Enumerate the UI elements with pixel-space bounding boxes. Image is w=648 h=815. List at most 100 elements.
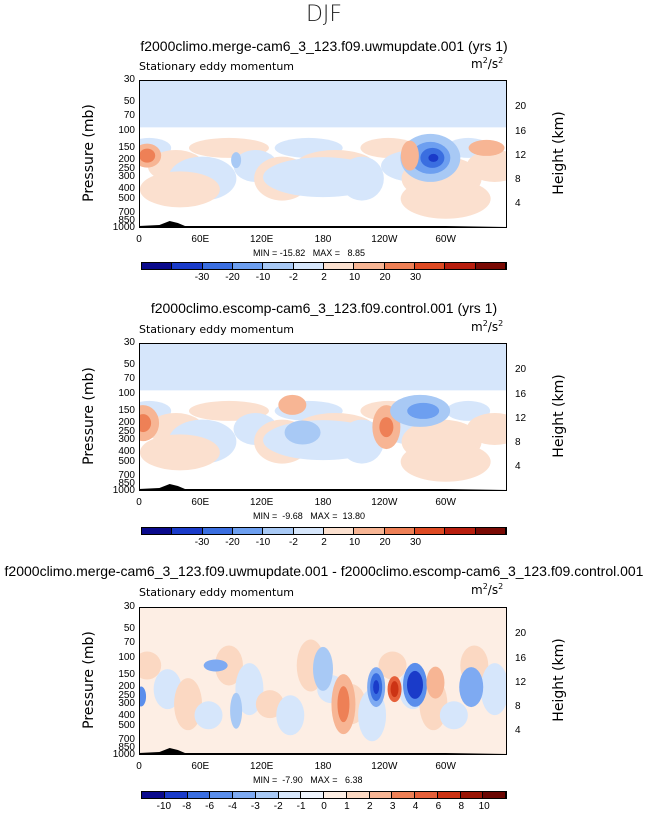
pressure-tick-label: 100 bbox=[118, 651, 135, 663]
pressure-tick-label: 500 bbox=[118, 719, 135, 731]
longitude-tick-label: 60E bbox=[191, 761, 210, 772]
colorbar bbox=[141, 262, 507, 270]
contour-blob bbox=[139, 434, 220, 471]
colorbar-tick-label: -10 bbox=[255, 272, 271, 283]
variable-label: Stationary eddy momentum bbox=[139, 60, 295, 73]
contour-plot bbox=[139, 80, 507, 228]
contour-blob bbox=[390, 681, 399, 698]
min-max-label: MIN = -15.82 MAX = 8.85 bbox=[253, 248, 366, 258]
pressure-tick-label: 850 bbox=[118, 478, 135, 490]
colorbar-swatch bbox=[414, 263, 446, 269]
contour-blob bbox=[407, 670, 423, 699]
contour-blob bbox=[428, 153, 439, 162]
colorbar-swatch bbox=[392, 792, 415, 798]
colorbar-swatch bbox=[415, 792, 438, 798]
pressure-tick-label: 300 bbox=[118, 698, 135, 710]
colorbar bbox=[141, 527, 507, 535]
colorbar-swatch bbox=[210, 792, 233, 798]
panel-title: f2000climo.merge-cam6_3_123.f09.uwmupdat… bbox=[4, 563, 644, 579]
pressure-tick-label: 700 bbox=[118, 733, 135, 745]
pressure-tick-label: 700 bbox=[118, 469, 135, 481]
pressure-tick-label: 500 bbox=[118, 455, 135, 467]
pressure-tick-label: 250 bbox=[118, 690, 135, 702]
units-sep: /s bbox=[487, 57, 499, 71]
units-exp: 2 bbox=[498, 582, 504, 591]
colorbar-tick-label: 6 bbox=[435, 801, 442, 812]
colorbar-swatch bbox=[142, 528, 173, 534]
height-tick-label: 8 bbox=[515, 436, 521, 448]
contour-blob bbox=[400, 441, 491, 482]
contour-blob bbox=[337, 686, 350, 723]
colorbar-tick-label: 30 bbox=[409, 537, 422, 548]
contour-blob bbox=[378, 651, 407, 680]
longitude-tick-label: 120W bbox=[371, 761, 398, 772]
pressure-tick-label: 700 bbox=[118, 206, 135, 218]
pressure-tick-label: 100 bbox=[118, 124, 135, 136]
colorbar-swatch bbox=[354, 528, 385, 534]
contour-blob bbox=[400, 140, 419, 171]
colorbar-swatch bbox=[293, 528, 324, 534]
contour-blob bbox=[276, 695, 305, 736]
variable-label: Stationary eddy momentum bbox=[139, 586, 295, 599]
height-tick-label: 12 bbox=[515, 676, 527, 688]
colorbar-swatch bbox=[301, 792, 324, 798]
min-max-label: MIN = -9.68 MAX = 13.80 bbox=[253, 511, 366, 521]
colorbar-swatch bbox=[437, 792, 461, 798]
contour-blob bbox=[379, 417, 394, 438]
colorbar-swatch bbox=[323, 528, 355, 534]
contour-blob bbox=[480, 663, 507, 716]
contour-blob bbox=[139, 414, 152, 433]
pressure-axis-label: Pressure (mb) bbox=[81, 631, 97, 729]
contour-plot bbox=[139, 607, 507, 755]
colorbar-swatch bbox=[232, 528, 264, 534]
longitude-tick-label: 120E bbox=[249, 497, 274, 508]
units-label: m2/s2 bbox=[471, 56, 503, 71]
pressure-tick-label: 200 bbox=[118, 681, 135, 693]
height-tick-label: 16 bbox=[515, 388, 527, 400]
colorbar-swatch bbox=[354, 263, 385, 269]
colorbar-tick-label: -2 bbox=[289, 537, 298, 548]
units-base: m bbox=[471, 583, 483, 597]
units-exp: 2 bbox=[498, 56, 504, 65]
contour-blob bbox=[139, 686, 147, 707]
units-exp: 2 bbox=[482, 319, 488, 328]
page-title: DJF bbox=[305, 2, 343, 27]
height-axis-label: Height (km) bbox=[551, 638, 567, 722]
longitude-tick-label: 120E bbox=[249, 234, 274, 245]
contour-blob bbox=[263, 157, 383, 198]
units-exp: 2 bbox=[482, 56, 488, 65]
plot-frame bbox=[139, 607, 507, 755]
colorbar-tick-label: 10 bbox=[348, 272, 361, 283]
pressure-tick-label: 150 bbox=[118, 404, 135, 416]
colorbar bbox=[141, 791, 507, 799]
pressure-tick-label: 30 bbox=[123, 74, 135, 85]
colorbar-tick-label: -6 bbox=[205, 801, 215, 812]
pressure-axis-label: Pressure (mb) bbox=[81, 104, 97, 202]
pressure-tick-label: 200 bbox=[118, 154, 135, 166]
longitude-tick-label: 60E bbox=[191, 497, 210, 508]
colorbar-tick-label: -1 bbox=[296, 801, 306, 812]
colorbar-swatch bbox=[172, 263, 203, 269]
contour-blob bbox=[400, 178, 491, 219]
colorbar-swatch bbox=[263, 263, 294, 269]
contour-blob bbox=[203, 659, 228, 672]
colorbar-tick-label: -10 bbox=[255, 537, 271, 548]
pressure-tick-label: 1000 bbox=[112, 485, 135, 496]
colorbar-tick-label: -10 bbox=[156, 801, 172, 812]
pressure-tick-label: 250 bbox=[118, 426, 135, 438]
colorbar-swatch bbox=[263, 528, 294, 534]
contour-band bbox=[139, 80, 507, 128]
contour-blob bbox=[313, 646, 333, 691]
pressure-tick-label: 30 bbox=[123, 337, 135, 348]
pressure-tick-label: 850 bbox=[118, 742, 135, 754]
contour-blob bbox=[426, 666, 445, 699]
height-tick-label: 20 bbox=[515, 628, 527, 640]
colorbar-swatch bbox=[323, 263, 355, 269]
longitude-tick-label: 180 bbox=[314, 234, 332, 245]
plot-frame bbox=[139, 80, 507, 228]
longitude-tick-label: 60W bbox=[435, 761, 456, 772]
height-tick-label: 20 bbox=[515, 101, 527, 113]
colorbar-tick-label: 10 bbox=[478, 801, 490, 812]
contour-blob bbox=[466, 149, 507, 182]
colorbar-tick-label: -2 bbox=[289, 272, 298, 283]
